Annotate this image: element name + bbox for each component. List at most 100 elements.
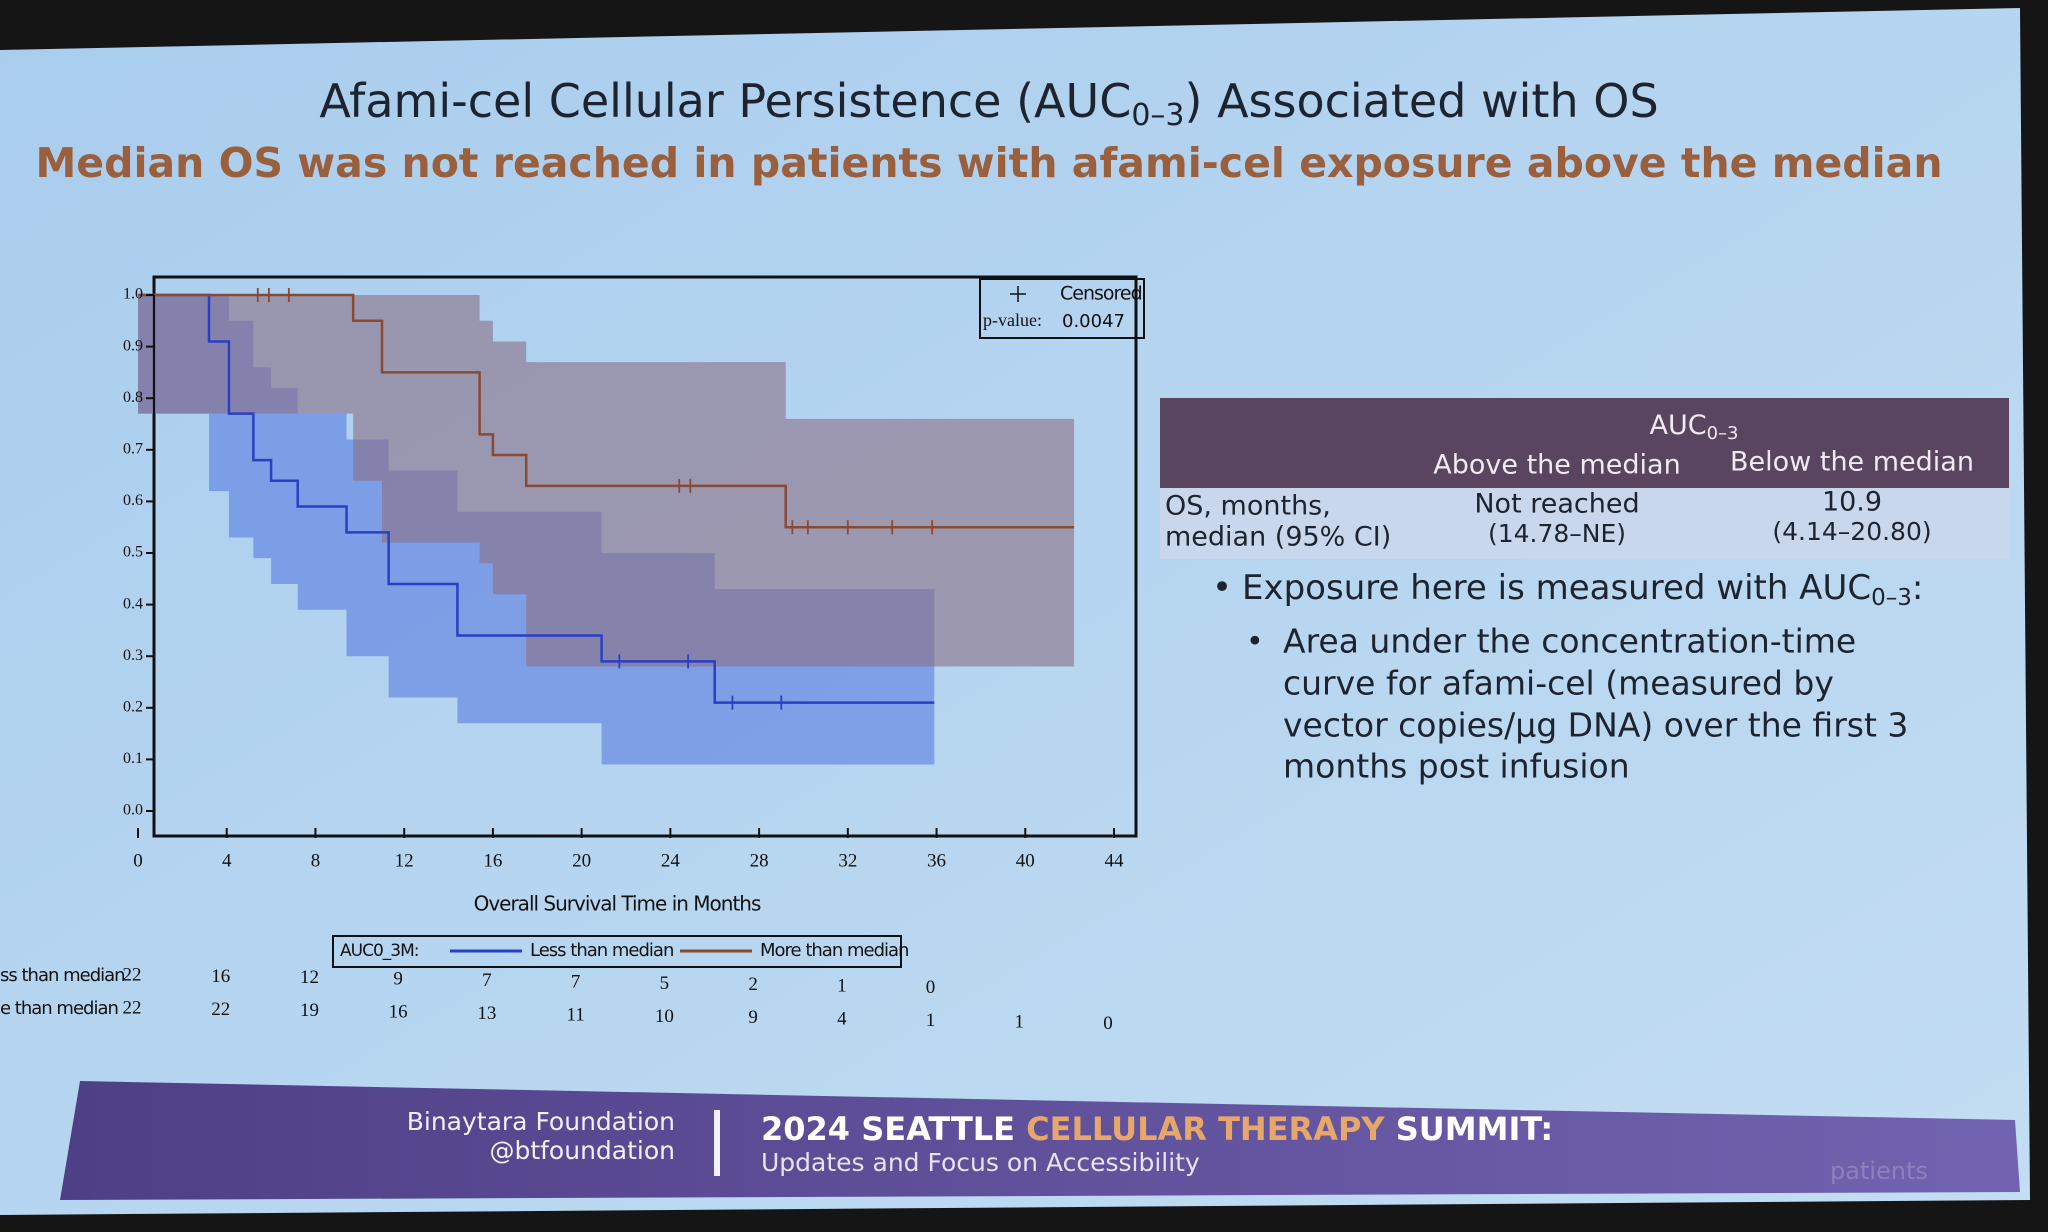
bullet-dot: • <box>1246 625 1264 660</box>
risk-count: 22 <box>123 964 142 985</box>
footer-event: 2024 SEATTLE CELLULAR THERAPY SUMMIT: <box>761 1110 1553 1148</box>
risk-count: 16 <box>211 966 230 987</box>
y-tick-label: 0.7 <box>123 440 143 457</box>
legend-label: More than median <box>760 940 908 961</box>
risk-label: e than median <box>0 998 118 1019</box>
sub-bullet-line: months post infusion <box>1283 747 1630 786</box>
legend-title: AUC0_3M: <box>340 941 418 961</box>
risk-count: 11 <box>566 1004 584 1025</box>
risk-count: 19 <box>300 1000 319 1021</box>
slide-subtitle: Median OS was not reached in patients wi… <box>35 139 1942 187</box>
footer-divider <box>714 1110 720 1176</box>
row-label: OS, months, <box>1165 491 1331 522</box>
y-tick-label: 0.1 <box>123 750 143 767</box>
censor-mark <box>674 478 685 493</box>
table-cell: Not reached <box>1474 489 1639 520</box>
risk-count: 7 <box>571 971 581 992</box>
censor-mark <box>802 520 813 535</box>
bullet: Exposure here is measured with AUC0–3: <box>1242 568 1923 611</box>
table-header <box>1160 398 2009 488</box>
censor-mark <box>776 695 787 710</box>
footer-tagline: Updates and Focus on Accessibility <box>761 1148 1200 1177</box>
x-tick-label: 4 <box>222 850 232 871</box>
group-sub: 0–3 <box>1707 423 1739 444</box>
x-tick-label: 0 <box>133 850 143 871</box>
censor-mark <box>252 288 263 302</box>
x-tick-label: 20 <box>572 850 591 871</box>
censor-mark <box>842 520 853 535</box>
y-tick-label: 0.9 <box>123 337 143 354</box>
column-header: Above the median <box>1433 450 1680 481</box>
risk-count: 1 <box>926 1010 936 1031</box>
pvalue-label: p-value: <box>983 310 1042 330</box>
risk-count: 2 <box>748 974 758 995</box>
risk-count: 12 <box>300 967 319 988</box>
sub-bullet-line: vector copies/µg DNA) over the first 3 <box>1283 706 1908 745</box>
risk-count: 1 <box>837 976 847 997</box>
censor-mark <box>787 520 798 535</box>
censor-mark <box>927 520 938 535</box>
x-tick-label: 40 <box>1016 850 1035 871</box>
censor-key <box>1010 286 1026 302</box>
risk-count: 22 <box>123 997 142 1018</box>
risk-count: 0 <box>926 977 936 998</box>
censor-mark <box>887 520 898 535</box>
event-part: CELLULAR THERAPY <box>1026 1110 1396 1148</box>
y-tick-label: 0.4 <box>123 595 143 612</box>
risk-count: 4 <box>837 1009 847 1030</box>
bullet-text: : <box>1912 568 1923 608</box>
title-sub: 0–3 <box>1131 98 1184 133</box>
survival-line <box>138 293 1075 529</box>
table-cell: 10.9 <box>1822 487 1882 518</box>
sub-bullet-line: Area under the concentration-time <box>1283 622 1856 661</box>
censor-mark <box>727 695 738 710</box>
censor-mark <box>614 654 625 669</box>
bullet-dot: • <box>1212 568 1232 608</box>
row-label: median (95% CI) <box>1165 522 1391 553</box>
ci-band <box>138 295 1075 667</box>
bullet-sub: 0–3 <box>1871 585 1912 611</box>
event-part: 2024 SEATTLE <box>761 1110 1026 1148</box>
risk-count: 7 <box>482 970 492 991</box>
event-part: SUMMIT: <box>1396 1110 1554 1148</box>
footer-band <box>60 1081 2020 1200</box>
title-part: ) Associated with OS <box>1185 74 1659 128</box>
x-tick-label: 8 <box>311 850 321 871</box>
x-tick-label: 24 <box>661 850 681 871</box>
y-tick-label: 0.0 <box>123 802 143 819</box>
table-group: AUC0–3 <box>1650 410 1739 445</box>
risk-count: 9 <box>748 1007 758 1028</box>
pvalue: 0.0047 <box>1062 311 1125 332</box>
legend-label: Less than median <box>530 940 673 961</box>
x-tick-label: 32 <box>838 850 857 871</box>
table-row <box>1160 488 2009 559</box>
survival-line <box>138 293 935 704</box>
column-header: Below the median <box>1730 447 1974 478</box>
bullet-text: Exposure here is measured with AUC <box>1242 568 1871 608</box>
risk-count: 22 <box>211 999 230 1020</box>
censor-mark <box>283 288 294 302</box>
footer-handle: @btfoundation <box>489 1136 675 1165</box>
x-tick-label: 12 <box>395 850 414 871</box>
legend-box <box>332 935 902 968</box>
y-tick-label: 0.2 <box>123 698 143 715</box>
table-cell: (14.78–NE) <box>1488 519 1626 548</box>
x-tick-label: 16 <box>483 850 502 871</box>
footer-corner: patients <box>1830 1157 1928 1185</box>
risk-count: 13 <box>477 1003 496 1024</box>
censor-mark <box>685 478 696 493</box>
risk-count: 10 <box>655 1006 674 1027</box>
title-part: Afami-cel Cellular Persistence (AUC <box>319 74 1131 128</box>
y-tick-label: 0.8 <box>123 389 143 406</box>
y-tick-label: 0.3 <box>123 647 143 664</box>
censor-mark <box>683 654 694 669</box>
table-cell: (4.14–20.80) <box>1772 517 1931 546</box>
risk-count: 5 <box>660 973 670 994</box>
slide-title: Afami-cel Cellular Persistence (AUC0–3) … <box>319 74 1658 133</box>
y-tick-label: 0.5 <box>123 544 143 561</box>
risk-count: 9 <box>393 969 403 990</box>
censor-box <box>979 278 1145 339</box>
x-tick-label: 28 <box>750 850 769 871</box>
